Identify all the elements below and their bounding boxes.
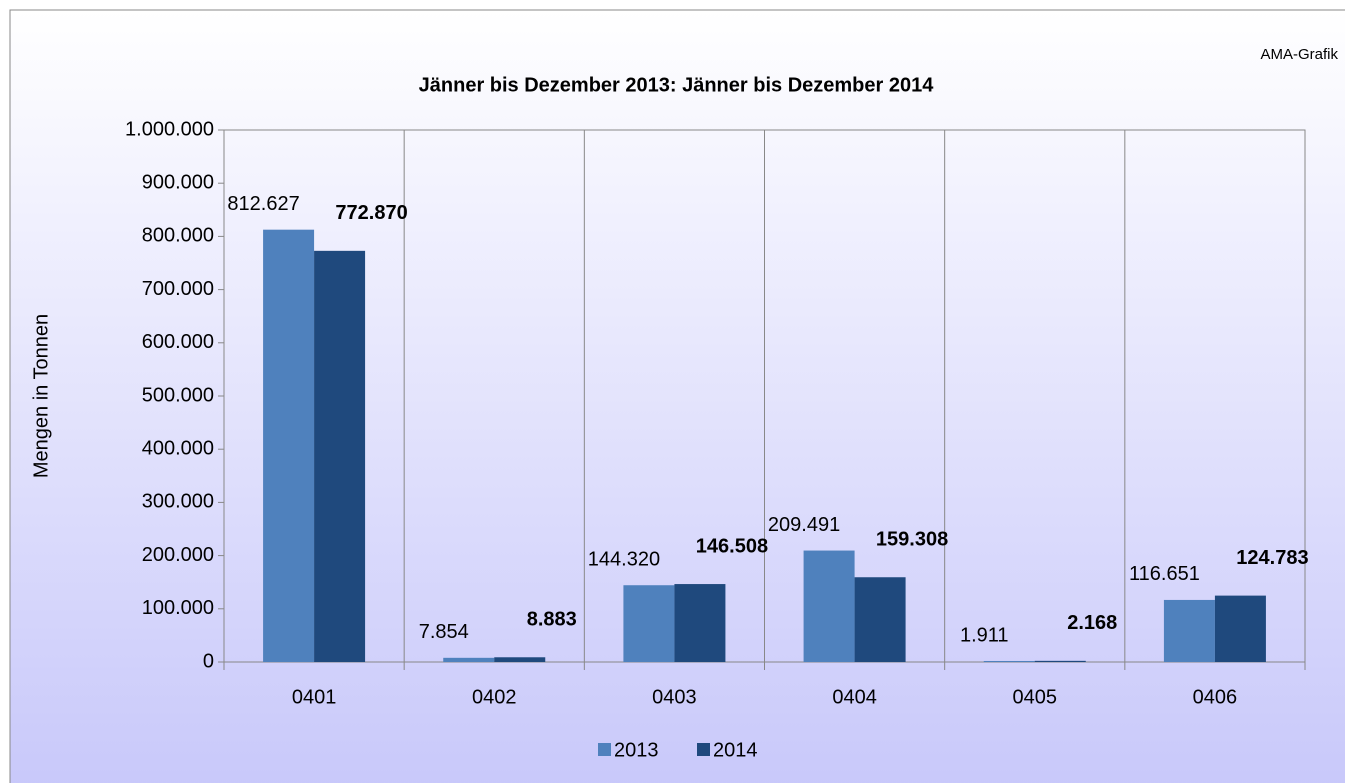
y-tick-label: 900.000 (142, 171, 214, 193)
bar (1214, 595, 1266, 662)
x-tick-label: 0402 (472, 686, 517, 708)
bar (623, 585, 675, 662)
bar (443, 657, 495, 662)
x-tick-label: 0405 (1013, 686, 1058, 708)
data-label: 8.883 (527, 609, 577, 631)
x-tick-label: 0403 (652, 686, 697, 708)
bar (494, 657, 546, 662)
bar (1034, 660, 1086, 662)
y-tick-label: 1.000.000 (125, 118, 214, 140)
y-tick-label: 800.000 (142, 225, 214, 247)
data-label: 209.491 (768, 514, 840, 536)
bar (983, 660, 1035, 662)
legend-swatch (598, 743, 611, 756)
data-label: 116.651 (1129, 563, 1200, 585)
bar (263, 229, 315, 662)
x-tick-label: 0404 (832, 686, 877, 708)
data-label: 159.308 (876, 529, 948, 551)
bar (674, 584, 726, 662)
data-label: 146.508 (696, 535, 768, 557)
x-tick-label: 0406 (1193, 686, 1238, 708)
bar (1163, 599, 1215, 662)
data-label: 124.783 (1236, 547, 1308, 569)
annotation: AMA-Grafik (1260, 46, 1338, 63)
legend-swatch (697, 743, 710, 756)
y-tick-label: 100.000 (142, 597, 214, 619)
y-tick-label: 300.000 (142, 491, 214, 513)
data-label: 144.320 (588, 549, 660, 571)
chart-title: Jänner bis Dezember 2013: Jänner bis Dez… (419, 74, 935, 96)
data-label: 2.168 (1067, 612, 1117, 634)
bar (314, 250, 366, 662)
y-tick-label: 400.000 (142, 437, 214, 459)
data-label: 1.911 (960, 624, 1009, 646)
data-label: 772.870 (335, 202, 407, 224)
legend-label: 2013 (614, 739, 659, 761)
y-tick-label: 0 (203, 650, 214, 672)
y-tick-label: 700.000 (142, 278, 214, 300)
data-label: 7.854 (419, 621, 469, 643)
y-tick-label: 600.000 (142, 331, 214, 353)
y-tick-label: 500.000 (142, 384, 214, 406)
x-tick-label: 0401 (292, 686, 337, 708)
y-tick-label: 200.000 (142, 544, 214, 566)
y-axis-label: Mengen in Tonnen (30, 314, 52, 478)
legend-label: 2014 (713, 739, 758, 761)
data-label: 812.627 (227, 193, 299, 215)
bar (854, 577, 906, 662)
bar (803, 550, 855, 662)
